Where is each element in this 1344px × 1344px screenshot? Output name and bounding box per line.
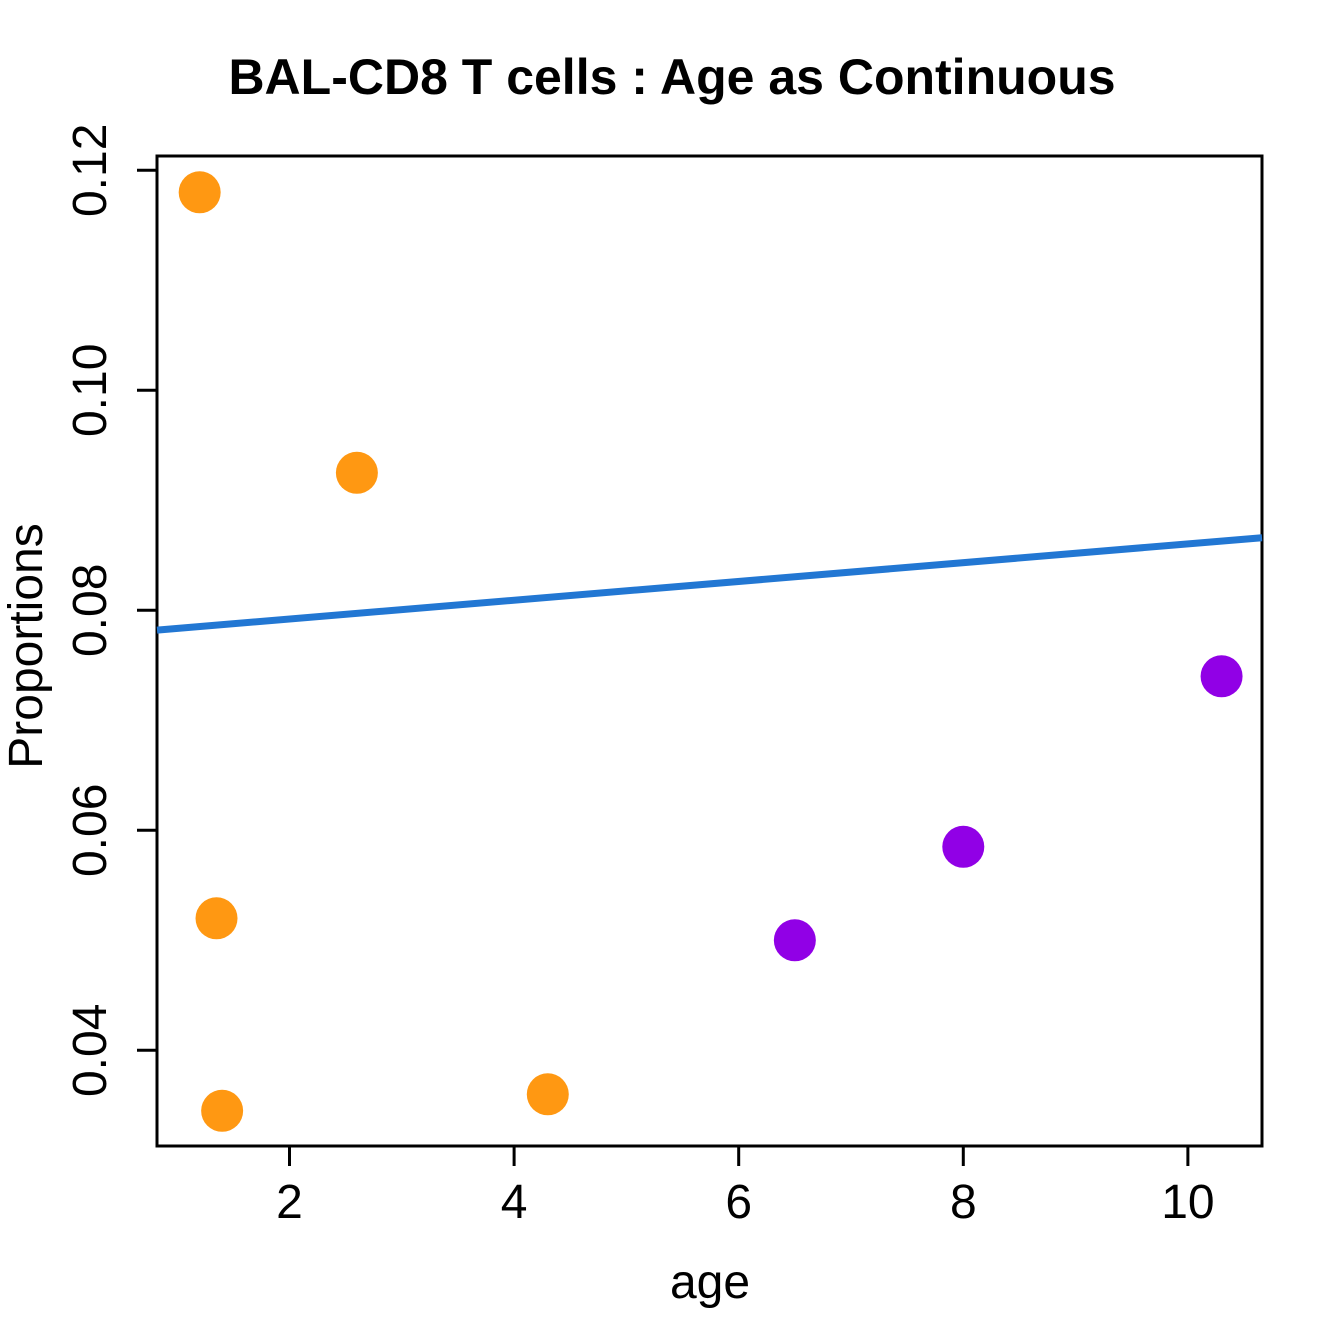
x-axis-label: age (670, 1256, 750, 1309)
y-axis-tick-label: 0.08 (64, 564, 117, 657)
data-points-layer (156, 171, 1263, 1132)
regression-line (156, 534, 1263, 634)
data-point-orange-group (335, 451, 378, 494)
x-axis-tick-label: 2 (276, 1176, 303, 1229)
data-point-purple-group (773, 919, 816, 962)
axes-layer: 2 4 6 8 10 0.04 0.06 0.08 0.10 0.12 (64, 124, 1215, 1229)
x-axis-tick-label: 10 (1161, 1176, 1214, 1229)
plot-area-border (155, 154, 1264, 1148)
x-axis-tick-label: 6 (725, 1176, 752, 1229)
y-axis-label: Proportions (0, 523, 53, 768)
data-point-purple-group (942, 825, 985, 868)
data-point-orange-group (526, 1073, 569, 1116)
y-axis-tick-label: 0.04 (64, 1004, 117, 1097)
data-point-orange-group (201, 1089, 244, 1132)
data-point-orange-group (195, 897, 238, 940)
y-axis-tick-label: 0.10 (64, 344, 117, 437)
data-point-orange-group (178, 171, 221, 214)
y-axis-tick-label: 0.12 (64, 124, 117, 217)
data-point-purple-group (1200, 655, 1243, 698)
x-axis-tick-label: 8 (950, 1176, 977, 1229)
x-axis-tick-label: 4 (501, 1176, 528, 1229)
chart-title: BAL-CD8 T cells : Age as Continuous (228, 49, 1115, 105)
y-axis-tick-label: 0.06 (64, 784, 117, 877)
